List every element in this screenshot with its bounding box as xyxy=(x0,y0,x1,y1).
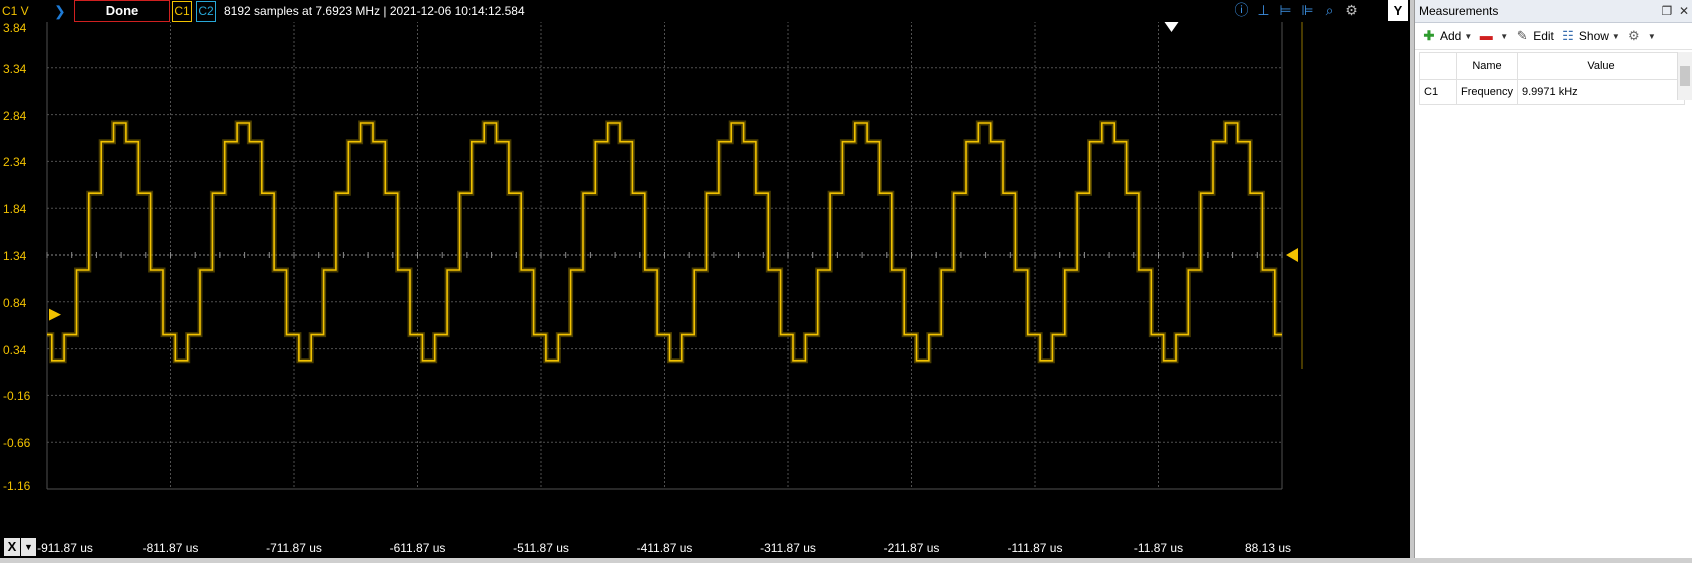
y-tick-label: -1.16 xyxy=(3,479,31,493)
zoom-icon[interactable]: ⌕ xyxy=(1325,2,1334,18)
x-tick-label: -211.87 us xyxy=(883,541,940,555)
trigger-position-marker xyxy=(1164,22,1179,32)
y-tick-label: -0.66 xyxy=(3,436,31,451)
x-tick-label: -111.87 us xyxy=(1007,541,1063,555)
row-channel: C1 xyxy=(1419,79,1457,105)
row-value: 9.9971 kHz xyxy=(1517,79,1685,105)
x-axis-dropdown-icon[interactable]: ▼ xyxy=(21,538,36,556)
minus-icon: ▬ xyxy=(1479,28,1493,43)
x-tick-label: -11.87 us xyxy=(1133,541,1184,555)
show-label: Show xyxy=(1578,29,1609,43)
trigger-level-marker xyxy=(1286,248,1298,262)
column-header-channel[interactable] xyxy=(1419,52,1457,80)
remove-dropdown-icon[interactable]: ▼ xyxy=(1500,31,1509,41)
channel-unit-label: C1 V xyxy=(2,4,29,18)
show-button[interactable]: ☷ Show ▼ xyxy=(1560,28,1620,44)
channel-c1-button[interactable]: C1 xyxy=(172,1,192,22)
edit-label: Edit xyxy=(1533,29,1554,43)
x-tick-label: -711.87 us xyxy=(266,541,322,555)
table-row[interactable]: C1 Frequency 9.9971 kHz xyxy=(1419,79,1685,105)
x-tick-label: -911.87 us xyxy=(37,541,93,555)
y-tick-label: 3.34 xyxy=(3,61,27,76)
column-header-name[interactable]: Name xyxy=(1456,52,1518,80)
waveform-plot[interactable] xyxy=(0,0,1410,536)
y-tick-label: 2.84 xyxy=(3,108,27,123)
status-strip xyxy=(0,558,1692,563)
y-tick-label: 2.34 xyxy=(3,155,27,170)
y-tick-label: -0.16 xyxy=(3,389,31,404)
y-tick-label: 0.84 xyxy=(3,295,27,310)
add-dropdown-icon[interactable]: ▼ xyxy=(1464,31,1473,41)
show-dropdown-icon[interactable]: ▼ xyxy=(1611,31,1620,41)
scope-view: C1 V ❯ Done C1 C2 8192 samples at 7.6923… xyxy=(0,0,1410,558)
remove-measurement-button[interactable]: ▬ ▼ xyxy=(1478,28,1508,44)
panel-settings-button[interactable]: ⚙ ▼ xyxy=(1626,28,1656,44)
zoom-info-icon[interactable]: ⓘ xyxy=(1234,2,1249,18)
acquisition-status-button[interactable]: Done xyxy=(74,0,170,22)
restore-icon[interactable]: ❐ xyxy=(1661,4,1673,18)
y-tick-label: 1.34 xyxy=(3,249,27,263)
x-axis-bar xyxy=(0,536,1410,558)
channel-c2-button[interactable]: C2 xyxy=(196,1,216,22)
table-header-row: Name Value xyxy=(1419,52,1685,80)
x-tick-label: 88.13 us xyxy=(1244,541,1292,555)
row-name: Frequency xyxy=(1456,79,1518,105)
panel-toolbar: ✚ Add ▼ ▬ ▼ ✎ Edit ☷ Show ▼ ⚙ ▼ xyxy=(1415,23,1692,50)
x-tick-label: -611.87 us xyxy=(389,541,446,555)
x-tick-label: -311.87 us xyxy=(760,541,816,555)
y-axis-button[interactable]: Y xyxy=(1388,0,1408,21)
table-scrollbar[interactable] xyxy=(1677,52,1692,100)
scope-toolbar: C1 V ❯ Done C1 C2 8192 samples at 7.6923… xyxy=(0,0,1410,22)
cursor-marker-icon[interactable]: ⊥ xyxy=(1257,2,1270,18)
x-tick-label: -811.87 us xyxy=(142,541,199,555)
x-axis-button[interactable]: X xyxy=(4,538,20,556)
run-arrow-icon[interactable]: ❯ xyxy=(54,3,66,19)
x-tick-label: -511.87 us xyxy=(513,541,569,555)
view-tools: ⓘ ⊥ ⊨ ⊫ ⌕ ⚙ xyxy=(1232,1,1361,20)
table-icon: ☷ xyxy=(1562,28,1574,43)
edit-icon: ✎ xyxy=(1516,28,1528,43)
plus-icon: ✚ xyxy=(1423,28,1435,43)
x-tick-label: -411.87 us xyxy=(636,541,693,555)
panel-divider[interactable] xyxy=(1410,0,1414,563)
y-tick-label: 3.84 xyxy=(3,21,27,35)
settings-icon[interactable]: ⚙ xyxy=(1345,2,1358,18)
settings-dropdown-icon[interactable]: ▼ xyxy=(1647,31,1656,41)
edit-measurement-button[interactable]: ✎ Edit xyxy=(1514,28,1554,44)
close-icon[interactable]: ✕ xyxy=(1678,4,1689,18)
panel-title-bar: Measurements ❐ ✕ xyxy=(1415,0,1692,23)
scrollbar-thumb[interactable] xyxy=(1680,66,1690,86)
waveform-trace-c1 xyxy=(47,122,1282,362)
column-header-value[interactable]: Value xyxy=(1517,52,1685,80)
horizontal-cursor-icon[interactable]: ⊨ xyxy=(1279,2,1292,18)
y-tick-label: 1.84 xyxy=(3,202,27,217)
panel-window-icons[interactable]: ❐ ✕ xyxy=(1662,0,1690,22)
gear-icon: ⚙ xyxy=(1628,28,1640,43)
panel-title: Measurements xyxy=(1419,4,1499,18)
vertical-cursor-icon[interactable]: ⊫ xyxy=(1301,2,1314,18)
ground-marker xyxy=(49,308,61,321)
y-tick-label: 0.34 xyxy=(3,342,27,357)
measurements-table: Name Value C1 Frequency 9.9971 kHz xyxy=(1419,52,1685,105)
measurements-panel: Measurements ❐ ✕ ✚ Add ▼ ▬ ▼ ✎ Edit ☷ Sh… xyxy=(1414,0,1692,558)
acquisition-info: 8192 samples at 7.6923 MHz | 2021-12-06 … xyxy=(224,4,525,18)
add-measurement-button[interactable]: ✚ Add ▼ xyxy=(1421,28,1473,44)
add-label: Add xyxy=(1440,29,1462,43)
